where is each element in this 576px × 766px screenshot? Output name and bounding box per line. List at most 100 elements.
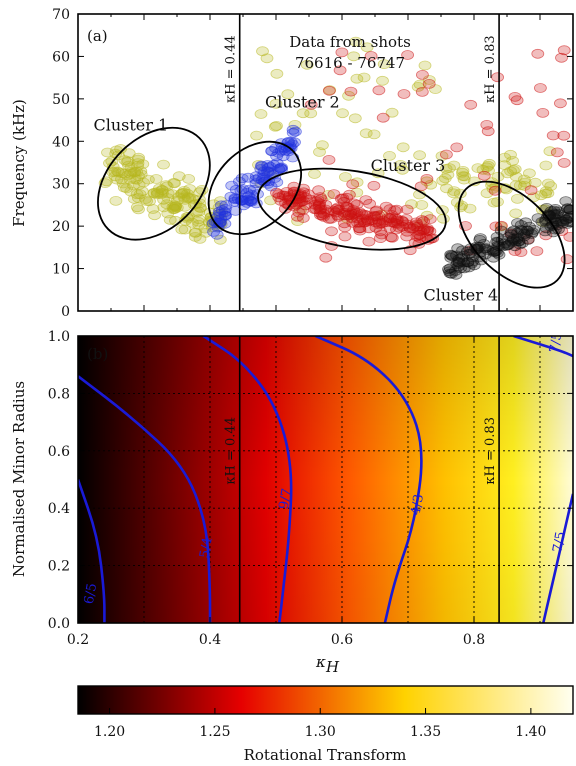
scatter-point	[522, 226, 534, 235]
cluster-label: Cluster 1	[93, 116, 168, 135]
radius-axis-label: Normalised Minor Radius	[10, 381, 28, 577]
y-tick-label: 70	[52, 7, 70, 23]
y-tick-label: 0.0	[48, 616, 70, 632]
scatter-point	[354, 208, 366, 217]
scatter-point	[271, 69, 283, 78]
scatter-point	[482, 127, 494, 136]
scatter-point	[271, 188, 283, 197]
scatter-point	[326, 227, 338, 236]
x-tick-label: 0.8	[463, 632, 485, 648]
scatter-point	[268, 160, 280, 169]
cluster-label: Cluster 3	[371, 156, 446, 175]
scatter-point	[416, 87, 428, 96]
scatter-point	[560, 197, 572, 206]
scatter-point	[397, 143, 409, 152]
y-tick-label: 50	[52, 92, 70, 108]
scatter-point	[525, 186, 537, 195]
scatter-point	[164, 215, 176, 224]
scatter-point	[564, 205, 576, 214]
scatter-point	[437, 214, 449, 223]
scatter-point	[465, 259, 477, 268]
scatter-point	[464, 204, 476, 213]
scatter-point	[189, 228, 201, 237]
scatter-point	[256, 162, 268, 171]
kappa-line-label: κH = 0.83	[483, 417, 498, 485]
scatter-point	[511, 194, 523, 203]
y-tick-label: 10	[52, 262, 70, 278]
scatter-point	[374, 234, 386, 243]
scatter-point	[520, 218, 532, 227]
scatter-point	[554, 99, 566, 108]
scatter-point	[269, 122, 281, 131]
scatter-point	[377, 113, 389, 122]
scatter-point	[478, 171, 490, 180]
scatter-point	[109, 172, 121, 181]
kappa-line-label: κH = 0.83	[483, 35, 498, 103]
scatter-point	[373, 86, 385, 95]
colorbar-label: Rotational Transform	[244, 746, 407, 764]
scatter-point	[523, 169, 535, 178]
scatter-point	[347, 180, 359, 189]
svg-text:H: H	[325, 658, 340, 676]
scatter-point	[386, 233, 398, 242]
scatter-point	[261, 54, 273, 63]
scatter-point	[534, 84, 546, 93]
scatter-point	[558, 46, 570, 55]
scatter-point	[377, 76, 389, 85]
y-tick-label: 40	[52, 134, 70, 150]
scatter-point	[158, 160, 170, 169]
scatter-point	[132, 155, 144, 164]
scatter-point	[423, 79, 435, 88]
scatter-point	[316, 141, 328, 150]
scatter-point	[102, 148, 114, 157]
scatter-point	[451, 143, 463, 152]
cluster-label: Cluster 4	[423, 285, 498, 304]
scatter-point	[125, 187, 137, 196]
scatter-point	[558, 131, 570, 140]
x-tick-label: 0.6	[331, 632, 353, 648]
y-tick-label: 30	[52, 177, 70, 193]
scatter-point	[461, 247, 473, 256]
svg-text:κ: κ	[315, 653, 326, 671]
scatter-point	[354, 226, 366, 235]
y-tick-label: 1.0	[48, 329, 70, 345]
scatter-point	[123, 161, 135, 170]
scatter-point	[560, 215, 572, 224]
scatter-point	[448, 189, 460, 198]
scatter-point	[507, 166, 519, 175]
scatter-point	[187, 194, 199, 203]
scatter-point	[131, 203, 143, 212]
scatter-point	[491, 237, 503, 246]
cluster-label: Cluster 2	[265, 92, 340, 111]
scatter-point	[349, 114, 361, 123]
panel-a-label: (a)	[87, 27, 108, 45]
scatter-point	[345, 87, 357, 96]
scatter-point	[266, 147, 278, 156]
scatter-point	[149, 211, 161, 220]
scatter-point	[448, 161, 460, 170]
x-tick-label: 0.4	[199, 632, 221, 648]
scatter-point	[514, 181, 526, 190]
scatter-point	[320, 253, 332, 262]
y-tick-label: 20	[52, 219, 70, 235]
annotation-line-2: 76616 - 76747	[295, 54, 405, 72]
scatter-point	[558, 158, 570, 167]
colorbar: 1.20 1.25 1.30 1.35 1.40 Rotational Transfor…	[78, 686, 573, 764]
y-tick-label: 0.2	[48, 559, 70, 575]
scatter-point	[368, 181, 380, 190]
scatter-point	[315, 211, 327, 220]
scatter-point	[289, 127, 301, 136]
colorbar-tick-label: 1.25	[199, 724, 230, 740]
scatter-point	[131, 175, 143, 184]
scatter-point	[339, 232, 351, 241]
scatter-point	[360, 129, 372, 138]
y-tick-label: 0	[61, 304, 70, 320]
scatter-point	[537, 108, 549, 117]
scatter-point	[151, 188, 163, 197]
scatter-point	[414, 230, 426, 239]
scatter-point	[507, 156, 519, 165]
scatter-point	[236, 174, 248, 183]
scatter-point	[110, 196, 122, 205]
kappa-line-label: κH = 0.44	[224, 35, 239, 103]
scatter-point	[158, 203, 170, 212]
